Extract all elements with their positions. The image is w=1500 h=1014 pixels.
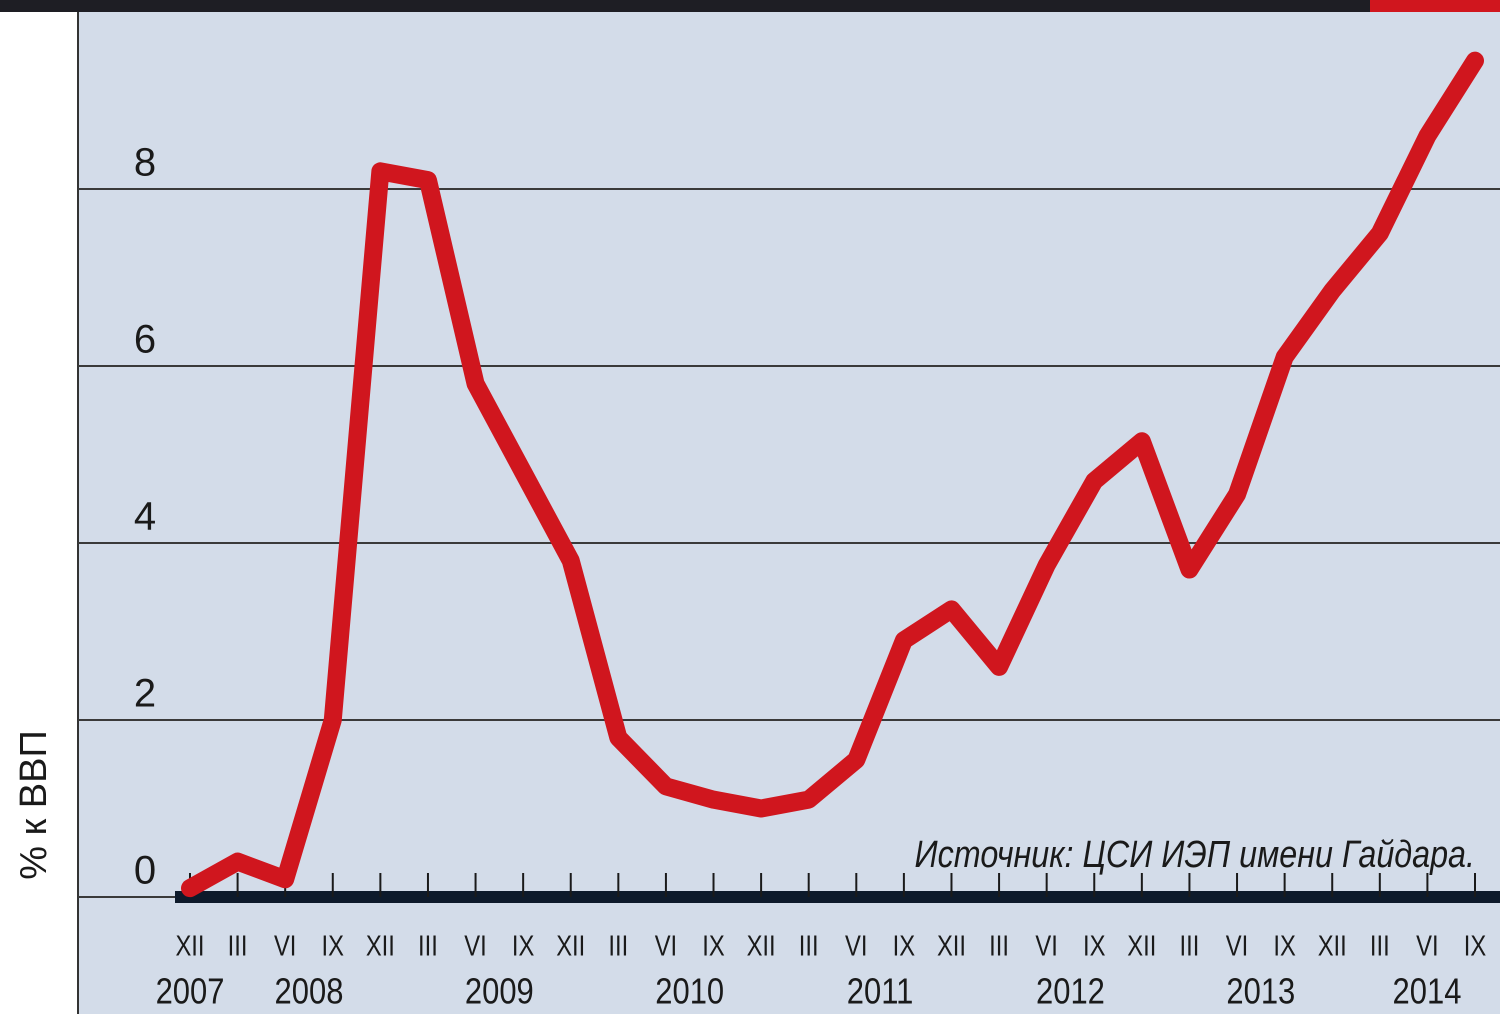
x-tick-label: III xyxy=(608,929,628,962)
year-label: 2012 xyxy=(1036,972,1105,1012)
y-tick-label: 4 xyxy=(134,495,156,539)
x-tick-label: XII xyxy=(1318,929,1347,962)
y-axis-label: % к ВВП xyxy=(13,730,55,880)
year-label: 2011 xyxy=(847,972,914,1012)
x-tick-label: III xyxy=(989,929,1009,962)
year-label: 2013 xyxy=(1226,972,1295,1012)
x-tick-label: IX xyxy=(1273,929,1296,962)
year-label: 2010 xyxy=(655,972,724,1012)
annotation: Источник: ЦСИ ИЭП имени Гайдара. xyxy=(915,834,1475,876)
x-tick-label: VI xyxy=(845,929,867,962)
top-bar xyxy=(0,0,1500,12)
x-tick-label: IX xyxy=(1083,929,1106,962)
year-label: 2008 xyxy=(275,972,344,1012)
x-tick-label: III xyxy=(1180,929,1200,962)
x-tick-label: III xyxy=(799,929,819,962)
plot-area xyxy=(78,12,1500,1014)
x-tick-label: III xyxy=(418,929,438,962)
year-label: 2007 xyxy=(156,972,225,1012)
x-tick-label: IX xyxy=(512,929,535,962)
year-label: 2009 xyxy=(465,972,534,1012)
top-bar-accent xyxy=(1370,0,1500,12)
x-tick-label: VI xyxy=(655,929,677,962)
y-tick-label: 8 xyxy=(134,141,156,185)
y-tick-label: 6 xyxy=(134,318,156,362)
x-tick-label: VI xyxy=(464,929,486,962)
x-tick-label: IX xyxy=(322,929,345,962)
y-tick-label: 2 xyxy=(134,672,156,716)
x-tick-label: XII xyxy=(556,929,585,962)
x-tick-label: XII xyxy=(175,929,204,962)
x-tick-label: VI xyxy=(274,929,296,962)
x-tick-label: XII xyxy=(937,929,966,962)
x-tick-label: VI xyxy=(1226,929,1248,962)
year-label: 2014 xyxy=(1393,972,1462,1012)
x-tick-label: XII xyxy=(366,929,395,962)
x-tick-label: IX xyxy=(1464,929,1487,962)
x-tick-label: VI xyxy=(1416,929,1438,962)
data-line xyxy=(181,51,1484,898)
x-tick-label: III xyxy=(1370,929,1390,962)
x-tick-label: III xyxy=(228,929,248,962)
x-tick-label: IX xyxy=(893,929,916,962)
y-tick-label: 0 xyxy=(134,849,156,893)
x-tick-label: IX xyxy=(702,929,725,962)
x-tick-label: XII xyxy=(747,929,776,962)
x-tick-label: XII xyxy=(1127,929,1156,962)
x-tick-label: VI xyxy=(1035,929,1057,962)
